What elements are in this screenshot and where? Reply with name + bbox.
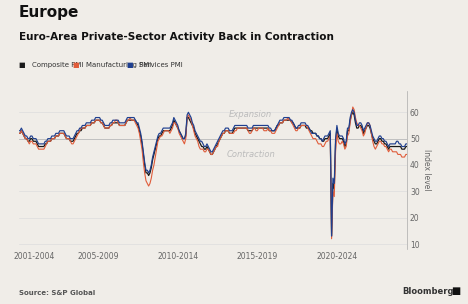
Text: Euro-Area Private-Sector Activity Back in Contraction: Euro-Area Private-Sector Activity Back i…	[19, 32, 334, 42]
Text: Europe: Europe	[19, 5, 79, 19]
Text: Manufacturing PMI: Manufacturing PMI	[86, 62, 151, 68]
Text: Contraction: Contraction	[227, 150, 275, 159]
Text: Bloomberg: Bloomberg	[402, 287, 454, 296]
Text: ■: ■	[126, 62, 133, 68]
Text: ■: ■	[452, 286, 461, 296]
Text: Composite PMI: Composite PMI	[32, 62, 83, 68]
Text: Services PMI: Services PMI	[139, 62, 183, 68]
Text: Expansion: Expansion	[229, 110, 272, 119]
Text: ■: ■	[73, 62, 79, 68]
Text: Source: S&P Global: Source: S&P Global	[19, 290, 95, 296]
Text: ■: ■	[19, 62, 25, 68]
Y-axis label: Index level: Index level	[422, 150, 431, 191]
